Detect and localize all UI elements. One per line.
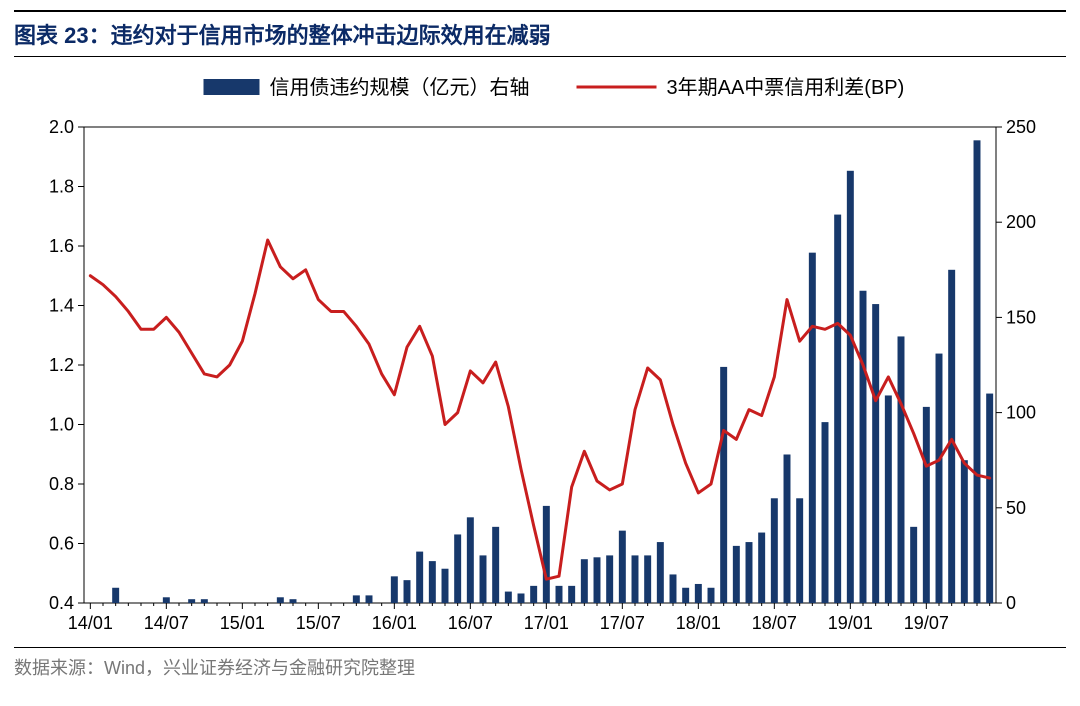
bar: [366, 595, 373, 603]
bar: [480, 555, 487, 603]
bar: [353, 595, 360, 603]
bar: [619, 531, 626, 603]
bar: [404, 580, 411, 603]
bar: [670, 574, 677, 603]
bar: [923, 407, 930, 603]
x-tick-label: 19/01: [828, 613, 873, 633]
bar: [936, 354, 943, 603]
x-tick-label: 14/07: [144, 613, 189, 633]
bar: [505, 592, 512, 603]
bar: [543, 506, 550, 603]
bar: [594, 557, 601, 603]
bar: [872, 304, 879, 603]
bar: [518, 593, 525, 603]
x-tick-label: 15/07: [296, 613, 341, 633]
bar: [961, 460, 968, 603]
legend-bar-label: 信用债违约规模（亿元）右轴: [270, 76, 530, 99]
bar: [416, 552, 423, 603]
right-tick-label: 0: [1006, 593, 1016, 613]
right-tick-label: 150: [1006, 307, 1036, 327]
title-prefix: 图表 23：: [14, 23, 111, 48]
chart-figure: 图表 23：违约对于信用市场的整体冲击边际效用在减弱 信用债违约规模（亿元）右轴…: [0, 0, 1080, 706]
bar: [796, 498, 803, 603]
bar: [556, 586, 563, 603]
bar: [391, 576, 398, 603]
bar: [784, 454, 791, 603]
bar: [948, 270, 955, 603]
bar: [720, 367, 727, 603]
bar: [454, 534, 461, 603]
plot-border: [84, 127, 996, 603]
left-tick-label: 2.0: [49, 117, 74, 137]
bar: [632, 555, 639, 603]
bar: [492, 527, 499, 603]
bar: [986, 394, 993, 603]
chart-title: 图表 23：违约对于信用市场的整体冲击边际效用在减弱: [14, 10, 1066, 57]
bar: [847, 171, 854, 603]
bar: [530, 586, 537, 603]
left-tick-label: 1.6: [49, 236, 74, 256]
legend-bar-swatch: [204, 79, 260, 95]
bar: [885, 395, 892, 603]
bar: [290, 599, 297, 603]
bar: [277, 597, 284, 603]
bar: [974, 140, 981, 603]
bar: [163, 597, 170, 603]
left-tick-label: 0.6: [49, 534, 74, 554]
chart-svg: 信用债违约规模（亿元）右轴 3年期AA中票信用利差(BP) 0.4 0.6 0.8 1.0…: [14, 57, 1066, 647]
left-tick-label: 1.4: [49, 296, 74, 316]
chart-source: 数据来源：Wind，兴业证券经济与金融研究院整理: [14, 647, 1066, 680]
bar: [771, 498, 778, 603]
bar: [746, 542, 753, 603]
bar: [758, 533, 765, 603]
bar: [467, 517, 474, 603]
left-tick-label: 0.4: [49, 593, 74, 613]
x-tick-label: 18/07: [752, 613, 797, 633]
x-tick-label: 15/01: [220, 613, 265, 633]
right-tick-label: 200: [1006, 212, 1036, 232]
bar: [442, 569, 449, 603]
bar: [644, 555, 651, 603]
bar: [898, 336, 905, 603]
right-tick-label: 100: [1006, 403, 1036, 423]
x-tick-label: 16/07: [448, 613, 493, 633]
bar: [834, 215, 841, 603]
x-tick-label: 18/01: [676, 613, 721, 633]
right-tick-label: 250: [1006, 117, 1036, 137]
bar: [809, 253, 816, 603]
bar: [201, 599, 208, 603]
title-text: 违约对于信用市场的整体冲击边际效用在减弱: [111, 23, 551, 48]
left-tick-label: 1.0: [49, 415, 74, 435]
bar: [822, 422, 829, 603]
right-tick-label: 50: [1006, 498, 1026, 518]
bar: [188, 599, 195, 603]
bar: [708, 588, 715, 603]
bar: [657, 542, 664, 603]
legend-line-label: 3年期AA中票信用利差(BP): [667, 76, 905, 99]
x-tick-label: 17/01: [524, 613, 569, 633]
bar: [581, 559, 588, 603]
chart-plot-area: 信用债违约规模（亿元）右轴 3年期AA中票信用利差(BP) 0.4 0.6 0.8 1.0…: [14, 57, 1066, 647]
bar: [733, 546, 740, 603]
bar: [568, 586, 575, 603]
x-tick-label: 16/01: [372, 613, 417, 633]
bar: [682, 588, 689, 603]
left-tick-label: 1.2: [49, 355, 74, 375]
line-series: [90, 240, 989, 579]
x-tick-label: 14/01: [68, 613, 113, 633]
bar: [606, 555, 613, 603]
bar: [112, 588, 119, 603]
bar: [429, 561, 436, 603]
x-tick-label: 17/07: [600, 613, 645, 633]
left-tick-label: 0.8: [49, 474, 74, 494]
x-tick-label: 19/07: [904, 613, 949, 633]
bar: [860, 291, 867, 603]
left-tick-label: 1.8: [49, 177, 74, 197]
bar: [695, 584, 702, 603]
bar: [910, 527, 917, 603]
